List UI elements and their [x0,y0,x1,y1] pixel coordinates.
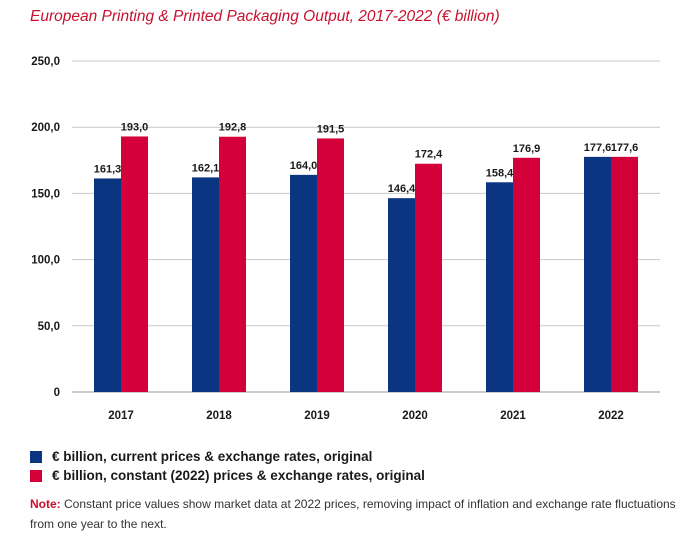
x-tick-label: 2021 [500,410,526,422]
bar-current-2022 [584,156,611,392]
legend: € billion, current prices & exchange rat… [30,447,425,485]
data-label: 193,0 [121,121,149,133]
chart-title: European Printing & Printed Packaging Ou… [30,8,500,25]
y-tick-label: 150,0 [31,188,60,200]
y-tick-label: 100,0 [31,255,60,267]
legend-item-current-prices: € billion, current prices & exchange rat… [30,447,425,466]
footnote: Note: Constant price values show market … [30,494,690,534]
data-label: 177,6 [611,142,639,154]
y-tick-label: 250,0 [31,56,60,68]
data-label: 164,0 [290,160,318,172]
data-label: 158,4 [486,167,514,179]
bar-current-2020 [388,198,415,392]
x-tick-label: 2017 [108,410,134,422]
data-label: 192,8 [219,122,247,134]
y-tick-label: 200,0 [31,122,60,134]
bar-constant-2021 [513,157,540,392]
x-tick-label: 2022 [598,410,624,422]
legend-swatch-constant [30,469,42,482]
bar-chart: 0 50,0 100,0 150,0 200,0 250,0 161,3 193,0 162,… [31,56,660,422]
data-label: 172,4 [415,149,443,161]
bar-constant-2017 [121,136,148,392]
data-label: 176,9 [513,143,541,155]
bar-constant-2020 [415,163,442,392]
bar-current-2021 [486,182,513,392]
bar-current-2019 [290,174,317,392]
note-text: Constant price values show market data a… [30,497,676,531]
data-label: 161,3 [94,163,122,175]
bar-constant-2018 [219,136,246,392]
data-label: 191,5 [317,123,345,135]
y-tick-label: 0 [54,387,60,399]
data-label: 162,1 [192,162,220,174]
bar-constant-2022 [611,156,638,392]
x-tick-label: 2019 [304,410,330,422]
x-tick-label: 2020 [402,410,428,422]
note-label: Note: [30,497,61,511]
legend-label-current: € billion, current prices & exchange rat… [52,449,373,464]
data-label: 146,4 [388,183,416,195]
legend-label-constant: € billion, constant (2022) prices & exch… [52,468,425,483]
bar-current-2017 [94,178,121,392]
y-tick-label: 50,0 [38,321,60,333]
legend-swatch-current [30,450,42,463]
bar-current-2018 [192,177,219,392]
legend-item-constant-prices: € billion, constant (2022) prices & exch… [30,466,425,485]
x-tick-label: 2018 [206,410,232,422]
data-label: 177,6 [584,142,612,154]
bar-constant-2019 [317,138,344,392]
